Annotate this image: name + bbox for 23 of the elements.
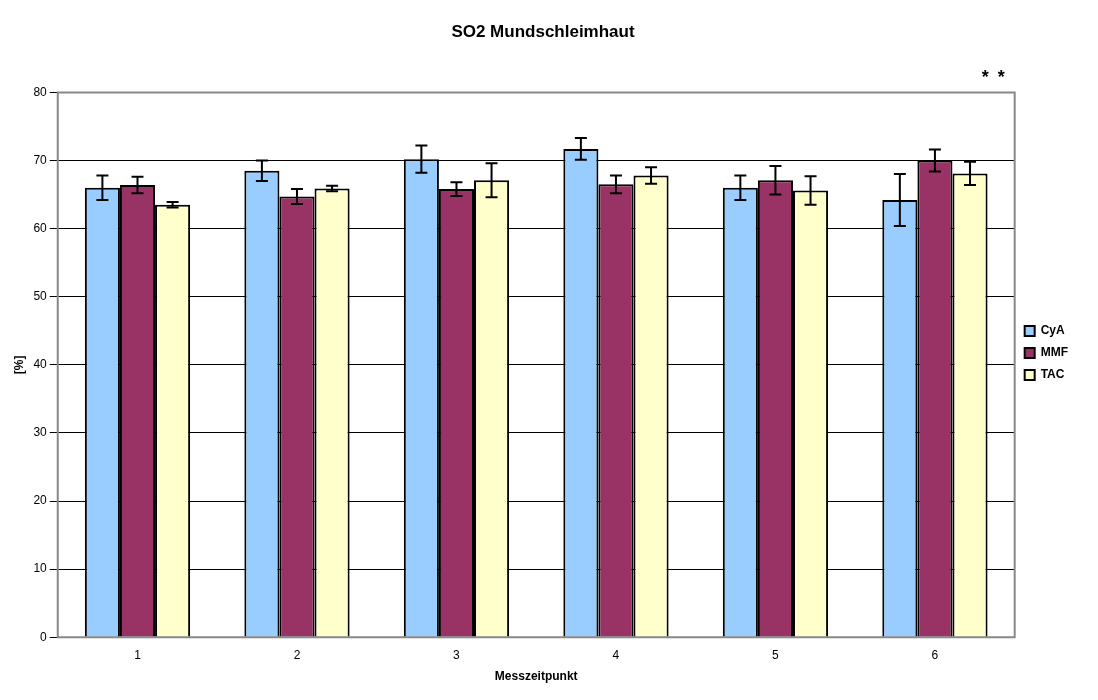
y-tick-label: 0 <box>40 629 48 644</box>
x-tick-label: 3 <box>453 647 461 662</box>
y-tick-label: 10 <box>33 561 48 576</box>
y-tick-label: 60 <box>33 220 48 235</box>
x-tick-label: 2 <box>293 647 301 662</box>
legend-label: CyA <box>1040 323 1066 338</box>
y-tick-label: 50 <box>33 289 48 304</box>
text: * <box>981 67 989 88</box>
y-tick-label: 70 <box>33 152 48 167</box>
x-axis-title: Messzeitpunkt <box>494 669 578 684</box>
chart-title: SO2 Mundschleimhaut <box>451 21 635 41</box>
x-tick-label: 1 <box>134 647 142 662</box>
legend-label: TAC <box>1040 367 1065 382</box>
text: * <box>997 67 1005 88</box>
y-tick-label: 20 <box>33 493 48 508</box>
x-tick-label: 6 <box>931 647 939 662</box>
x-tick-label: 5 <box>772 647 780 662</box>
y-tick-label: 30 <box>33 425 48 440</box>
y-axis-title: [%] <box>11 355 26 375</box>
y-tick-label: 40 <box>33 357 48 372</box>
y-tick-label: 80 <box>33 84 48 99</box>
x-tick-label: 4 <box>612 647 620 662</box>
legend-label: MMF <box>1040 345 1069 360</box>
